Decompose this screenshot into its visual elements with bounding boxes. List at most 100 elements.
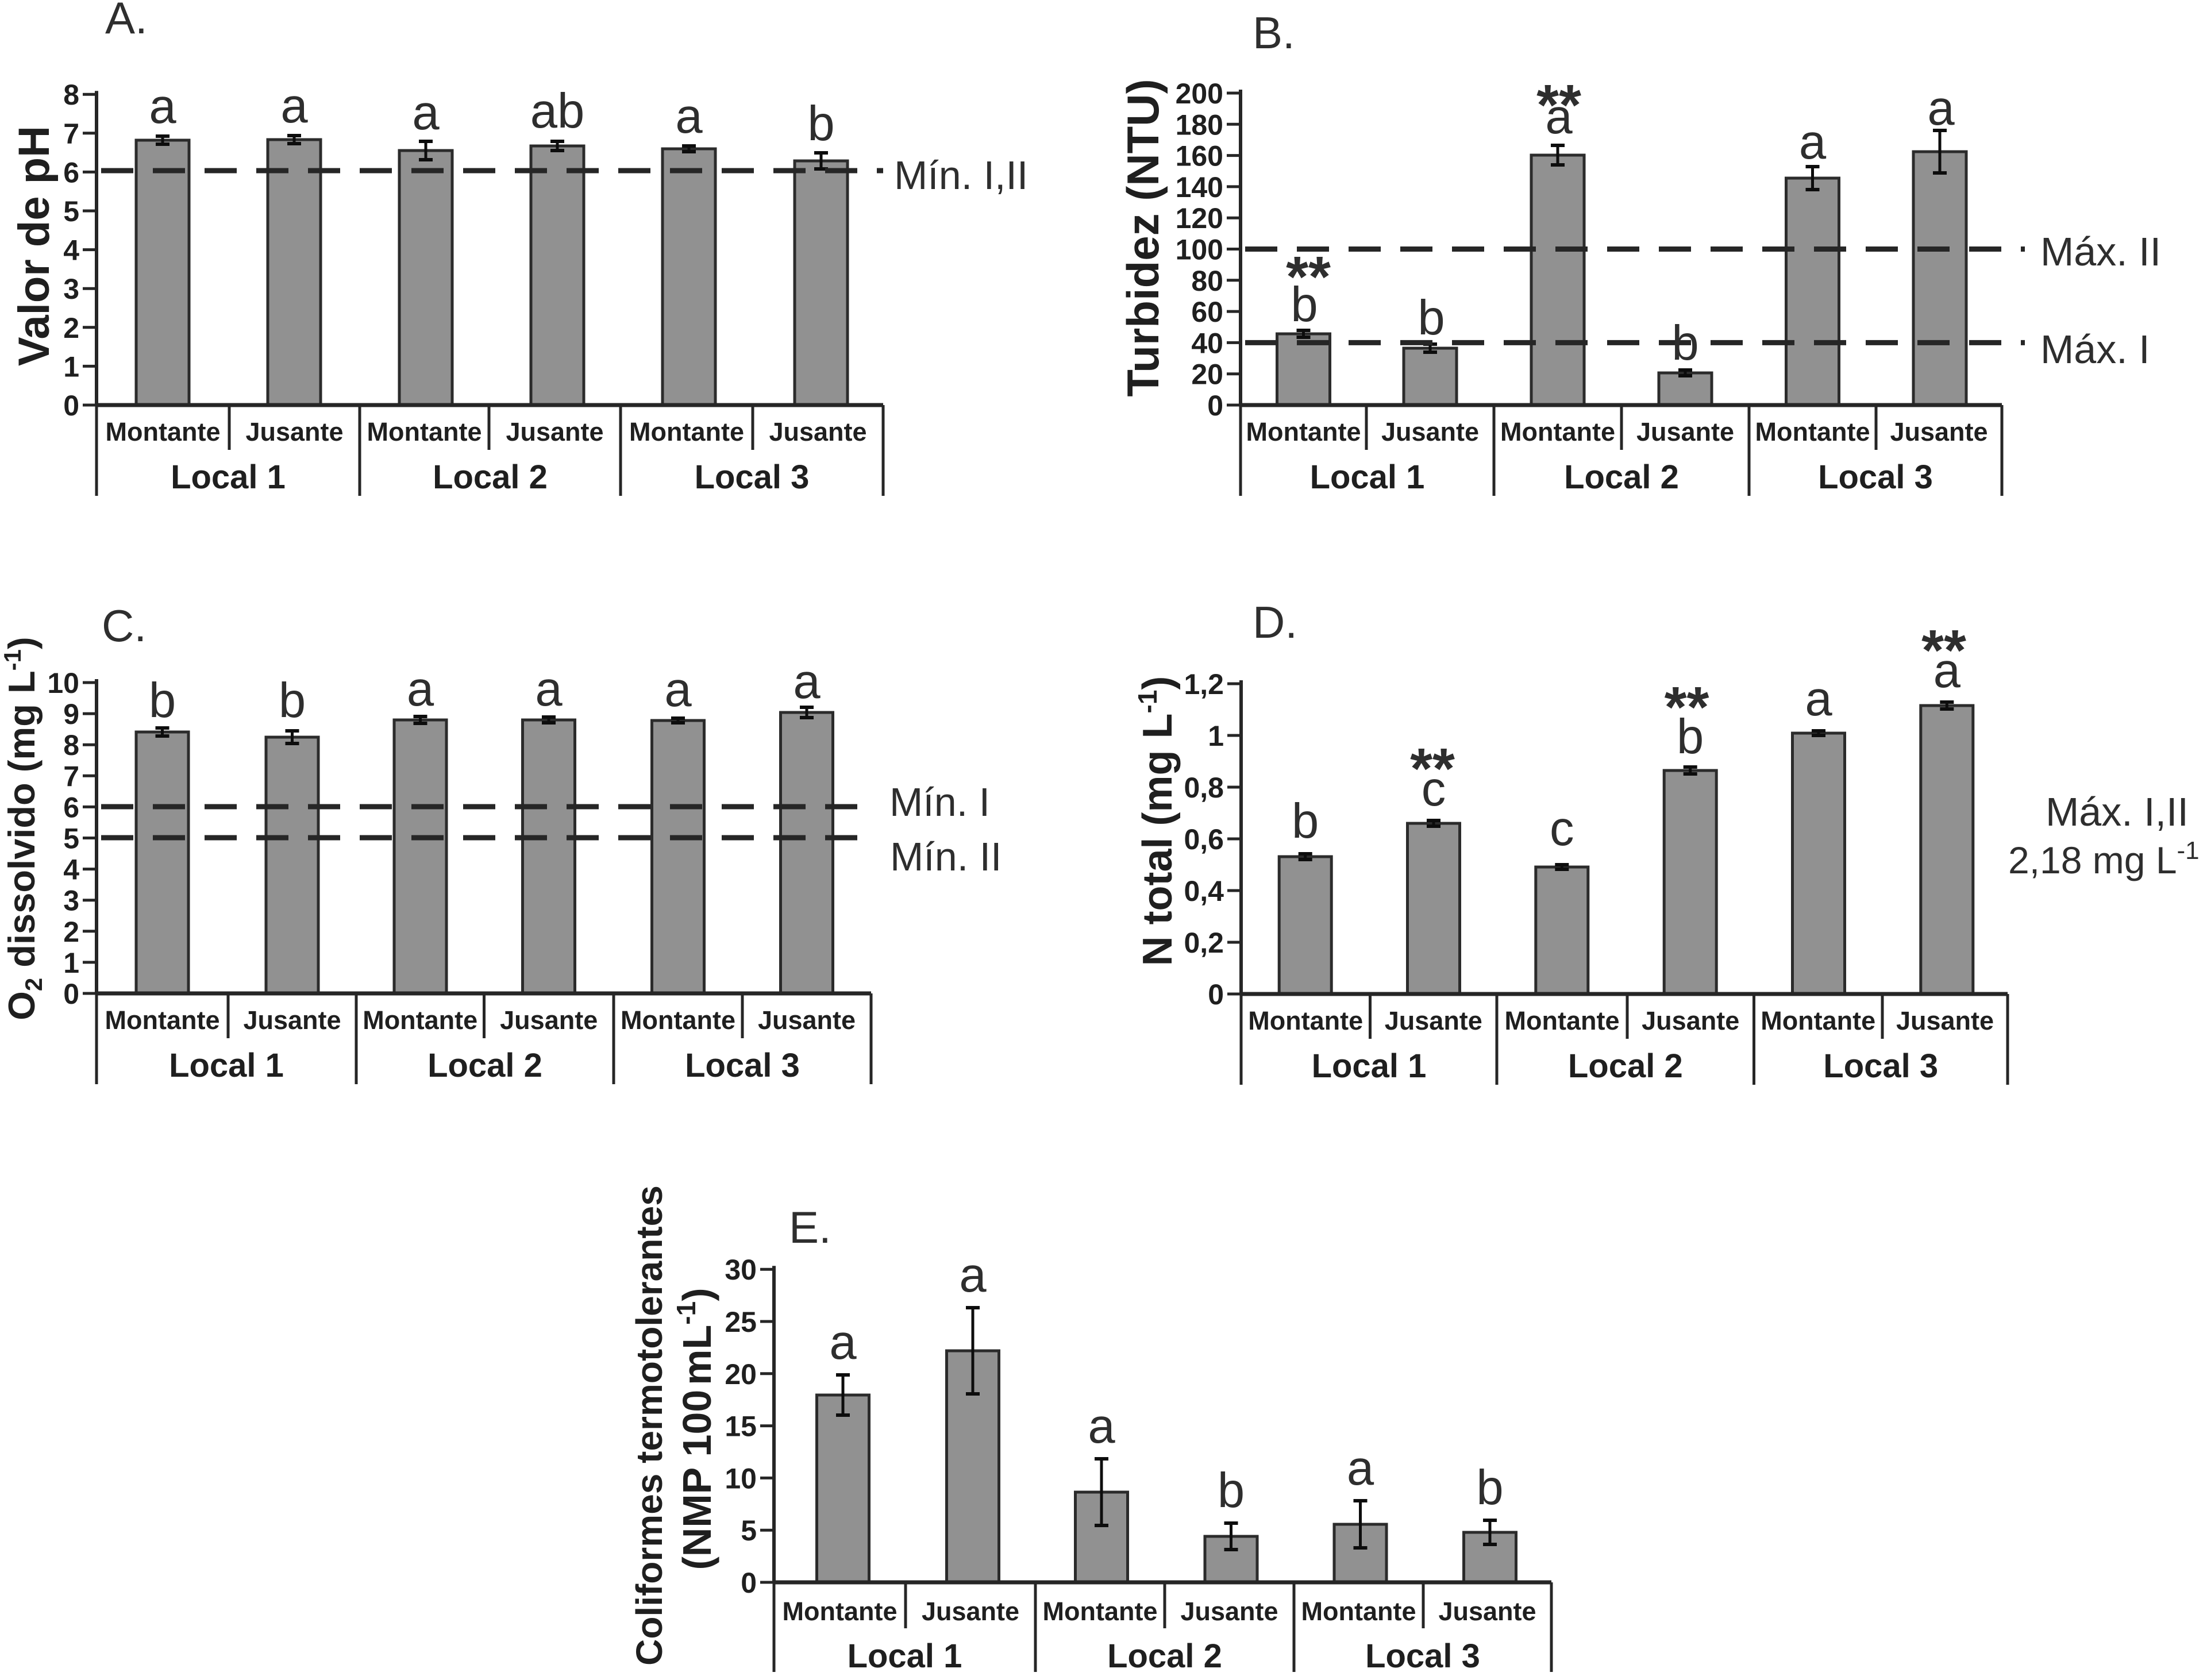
svg-text:5: 5 (63, 823, 79, 855)
svg-text:Local 1: Local 1 (1312, 1047, 1427, 1085)
svg-text:9: 9 (63, 698, 79, 730)
svg-text:20: 20 (1191, 359, 1223, 391)
svg-text:A.: A. (105, 0, 148, 43)
svg-text:Local 1: Local 1 (848, 1637, 962, 1675)
svg-text:Local 1: Local 1 (171, 458, 286, 496)
svg-text:Mín. I,II: Mín. I,II (894, 153, 1028, 198)
svg-text:N total (mg L-1): N total (mg L-1) (1133, 676, 1181, 966)
svg-text:Montante: Montante (629, 417, 744, 446)
svg-text:0,8: 0,8 (1184, 772, 1224, 804)
svg-text:Local 3: Local 3 (1818, 458, 1933, 496)
svg-text:Local 2: Local 2 (1107, 1637, 1222, 1675)
svg-text:a: a (829, 1315, 857, 1370)
svg-text:Montante: Montante (363, 1005, 477, 1035)
svg-text:Jusante: Jusante (500, 1005, 598, 1035)
svg-text:Mín. I: Mín. I (889, 780, 990, 824)
svg-text:b: b (1291, 278, 1318, 332)
svg-text:140: 140 (1176, 171, 1223, 203)
svg-text:6: 6 (63, 156, 79, 188)
svg-text:Jusante: Jusante (1890, 417, 1988, 446)
svg-text:0: 0 (1207, 390, 1223, 422)
svg-text:Montante: Montante (1248, 1006, 1363, 1035)
svg-text:a: a (412, 86, 440, 140)
svg-text:a: a (280, 79, 308, 133)
svg-text:4: 4 (63, 234, 79, 267)
svg-text:a: a (959, 1248, 987, 1303)
svg-text:10: 10 (47, 667, 79, 699)
svg-text:1: 1 (63, 350, 79, 383)
svg-text:Local 3: Local 3 (1365, 1637, 1480, 1675)
svg-text:b: b (279, 673, 306, 728)
svg-text:a: a (1805, 672, 1832, 726)
svg-text:a: a (535, 662, 563, 716)
svg-text:**: ** (1921, 618, 1966, 683)
svg-text:Jusante: Jusante (1385, 1006, 1482, 1035)
svg-text:120: 120 (1176, 202, 1223, 234)
svg-text:O2 dissolvido (mg L-1): O2 dissolvido (mg L-1) (0, 637, 47, 1020)
svg-text:Jusante: Jusante (922, 1597, 1019, 1626)
svg-text:b: b (1292, 794, 1319, 849)
svg-text:b: b (1671, 316, 1698, 371)
svg-text:a: a (675, 89, 703, 144)
svg-text:5: 5 (63, 195, 79, 228)
svg-text:Montante: Montante (106, 417, 221, 446)
svg-text:Montante: Montante (1043, 1597, 1158, 1626)
svg-text:0,6: 0,6 (1184, 823, 1224, 856)
svg-text:E.: E. (789, 1202, 831, 1253)
svg-text:**: ** (1286, 245, 1331, 309)
svg-text:0,2: 0,2 (1184, 927, 1224, 959)
svg-text:b: b (1218, 1463, 1245, 1518)
svg-text:Montante: Montante (1505, 1006, 1620, 1035)
svg-text:Mín. II: Mín. II (890, 834, 1002, 879)
svg-text:Jusante: Jusante (1381, 417, 1479, 446)
svg-text:Máx. II: Máx. II (2040, 229, 2161, 274)
svg-text:Jusante: Jusante (1642, 1006, 1739, 1035)
svg-text:80: 80 (1191, 265, 1223, 297)
svg-text:8: 8 (63, 79, 79, 111)
svg-text:Local 3: Local 3 (1823, 1047, 1938, 1085)
svg-text:Local 1: Local 1 (1310, 458, 1425, 496)
svg-text:4: 4 (63, 854, 79, 886)
svg-text:3: 3 (63, 885, 79, 917)
svg-text:a: a (1545, 90, 1573, 144)
svg-text:B.: B. (1253, 7, 1295, 58)
svg-text:Jusante: Jusante (769, 417, 866, 446)
svg-text:**: ** (1665, 675, 1709, 739)
svg-text:0: 0 (1208, 978, 1224, 1011)
svg-text:160: 160 (1176, 140, 1223, 172)
svg-text:15: 15 (725, 1411, 757, 1443)
svg-text:Jusante: Jusante (506, 417, 603, 446)
svg-text:Coliformes termotolerantes: Coliformes termotolerantes (629, 1185, 670, 1666)
svg-text:**: ** (1410, 737, 1455, 801)
svg-text:b: b (1677, 710, 1704, 764)
svg-text:Jusante: Jusante (1896, 1006, 1994, 1035)
svg-text:(NMP 100mL-1): (NMP 100mL-1) (671, 1288, 719, 1570)
svg-text:2,18 mg L-1: 2,18 mg L-1 (2008, 837, 2200, 881)
svg-text:1,2: 1,2 (1184, 668, 1224, 700)
svg-text:20: 20 (725, 1358, 757, 1390)
svg-text:Local 3: Local 3 (695, 458, 810, 496)
svg-text:Local 1: Local 1 (169, 1047, 284, 1084)
svg-text:2: 2 (63, 916, 79, 948)
svg-text:10: 10 (725, 1462, 757, 1494)
svg-text:5: 5 (741, 1515, 757, 1547)
svg-text:Montante: Montante (1761, 1006, 1875, 1035)
svg-text:200: 200 (1176, 78, 1223, 110)
svg-text:a: a (793, 654, 821, 709)
svg-text:25: 25 (725, 1306, 757, 1338)
svg-text:0: 0 (63, 978, 79, 1010)
svg-text:Jusante: Jusante (1636, 417, 1734, 446)
svg-text:Jusante: Jusante (1438, 1597, 1536, 1626)
svg-text:7: 7 (63, 118, 79, 150)
svg-text:Valor de pH: Valor de pH (10, 126, 59, 366)
svg-text:b: b (1476, 1461, 1503, 1515)
svg-text:Montante: Montante (621, 1005, 735, 1035)
svg-text:b: b (1418, 291, 1445, 345)
svg-text:8: 8 (63, 729, 79, 761)
svg-text:Montante: Montante (1246, 417, 1361, 446)
svg-text:b: b (807, 97, 834, 151)
svg-text:b: b (149, 673, 176, 728)
svg-text:Jusante: Jusante (243, 1005, 341, 1035)
svg-text:Local 2: Local 2 (1564, 458, 1679, 496)
svg-text:a: a (1347, 1441, 1374, 1496)
